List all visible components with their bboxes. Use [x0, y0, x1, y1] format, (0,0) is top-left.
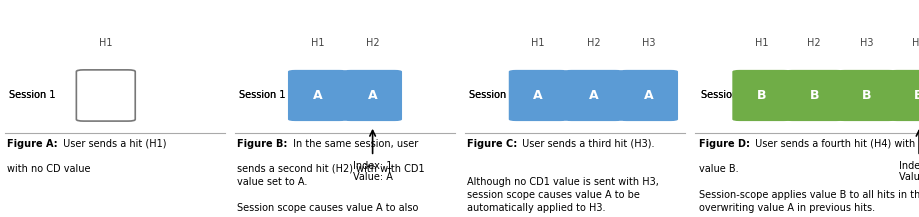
- Text: H4: H4: [912, 38, 919, 48]
- FancyBboxPatch shape: [343, 70, 402, 121]
- Text: A: A: [312, 89, 322, 102]
- FancyBboxPatch shape: [889, 70, 919, 121]
- Text: H3: H3: [641, 38, 654, 48]
- Text: B: B: [756, 89, 766, 102]
- Text: A: A: [368, 89, 377, 102]
- Text: H2: H2: [366, 38, 379, 48]
- FancyBboxPatch shape: [76, 70, 135, 121]
- Text: Session 1: Session 1: [700, 90, 747, 100]
- Text: A: A: [533, 89, 542, 102]
- Text: B: B: [913, 89, 919, 102]
- FancyBboxPatch shape: [618, 70, 677, 121]
- Text: Session 1: Session 1: [469, 90, 516, 100]
- Text: sends a second hit (H2) with with CD1
value set to A.

Session scope causes valu: sends a second hit (H2) with with CD1 va…: [237, 164, 425, 217]
- Text: User sends a fourth hit (H4) with a new CD1: User sends a fourth hit (H4) with a new …: [751, 139, 919, 149]
- Text: Figure B:: Figure B:: [237, 139, 288, 149]
- Text: B: B: [861, 89, 870, 102]
- Text: with no CD value: with no CD value: [7, 164, 91, 174]
- Text: Session 1: Session 1: [239, 90, 286, 100]
- FancyBboxPatch shape: [563, 70, 622, 121]
- Text: Index: 1
Value: A: Index: 1 Value: A: [352, 161, 392, 182]
- Text: Session 1: Session 1: [700, 90, 747, 100]
- FancyBboxPatch shape: [784, 70, 843, 121]
- Text: H3: H3: [859, 38, 872, 48]
- Text: value B.

Session-scope applies value B to all hits in the session,
overwriting : value B. Session-scope applies value B t…: [698, 164, 919, 214]
- FancyBboxPatch shape: [508, 70, 567, 121]
- Text: Figure C:: Figure C:: [467, 139, 517, 149]
- Text: H1: H1: [99, 38, 112, 48]
- Text: Figure D:: Figure D:: [698, 139, 749, 149]
- Text: In the same session, user: In the same session, user: [289, 139, 417, 149]
- Text: H1: H1: [311, 38, 323, 48]
- Text: Index: 1
Value: B: Index: 1 Value: B: [898, 161, 919, 182]
- Text: User sends a third hit (H3).: User sends a third hit (H3).: [519, 139, 654, 149]
- Text: H1: H1: [754, 38, 767, 48]
- Text: Session 1: Session 1: [239, 90, 286, 100]
- Text: H2: H2: [586, 38, 599, 48]
- Text: H1: H1: [531, 38, 544, 48]
- FancyBboxPatch shape: [732, 70, 790, 121]
- Text: Session 1: Session 1: [9, 90, 56, 100]
- FancyBboxPatch shape: [288, 70, 346, 121]
- Text: H2: H2: [807, 38, 820, 48]
- Text: User sends a hit (H1): User sends a hit (H1): [60, 139, 166, 149]
- Text: Figure A:: Figure A:: [7, 139, 58, 149]
- Text: Although no CD1 value is sent with H3,
session scope causes value A to be
automa: Although no CD1 value is sent with H3, s…: [467, 164, 659, 214]
- Text: A: A: [643, 89, 652, 102]
- Text: A: A: [588, 89, 597, 102]
- FancyBboxPatch shape: [836, 70, 895, 121]
- Text: Session 1: Session 1: [9, 90, 56, 100]
- Text: Session 1: Session 1: [469, 90, 516, 100]
- Text: B: B: [809, 89, 818, 102]
